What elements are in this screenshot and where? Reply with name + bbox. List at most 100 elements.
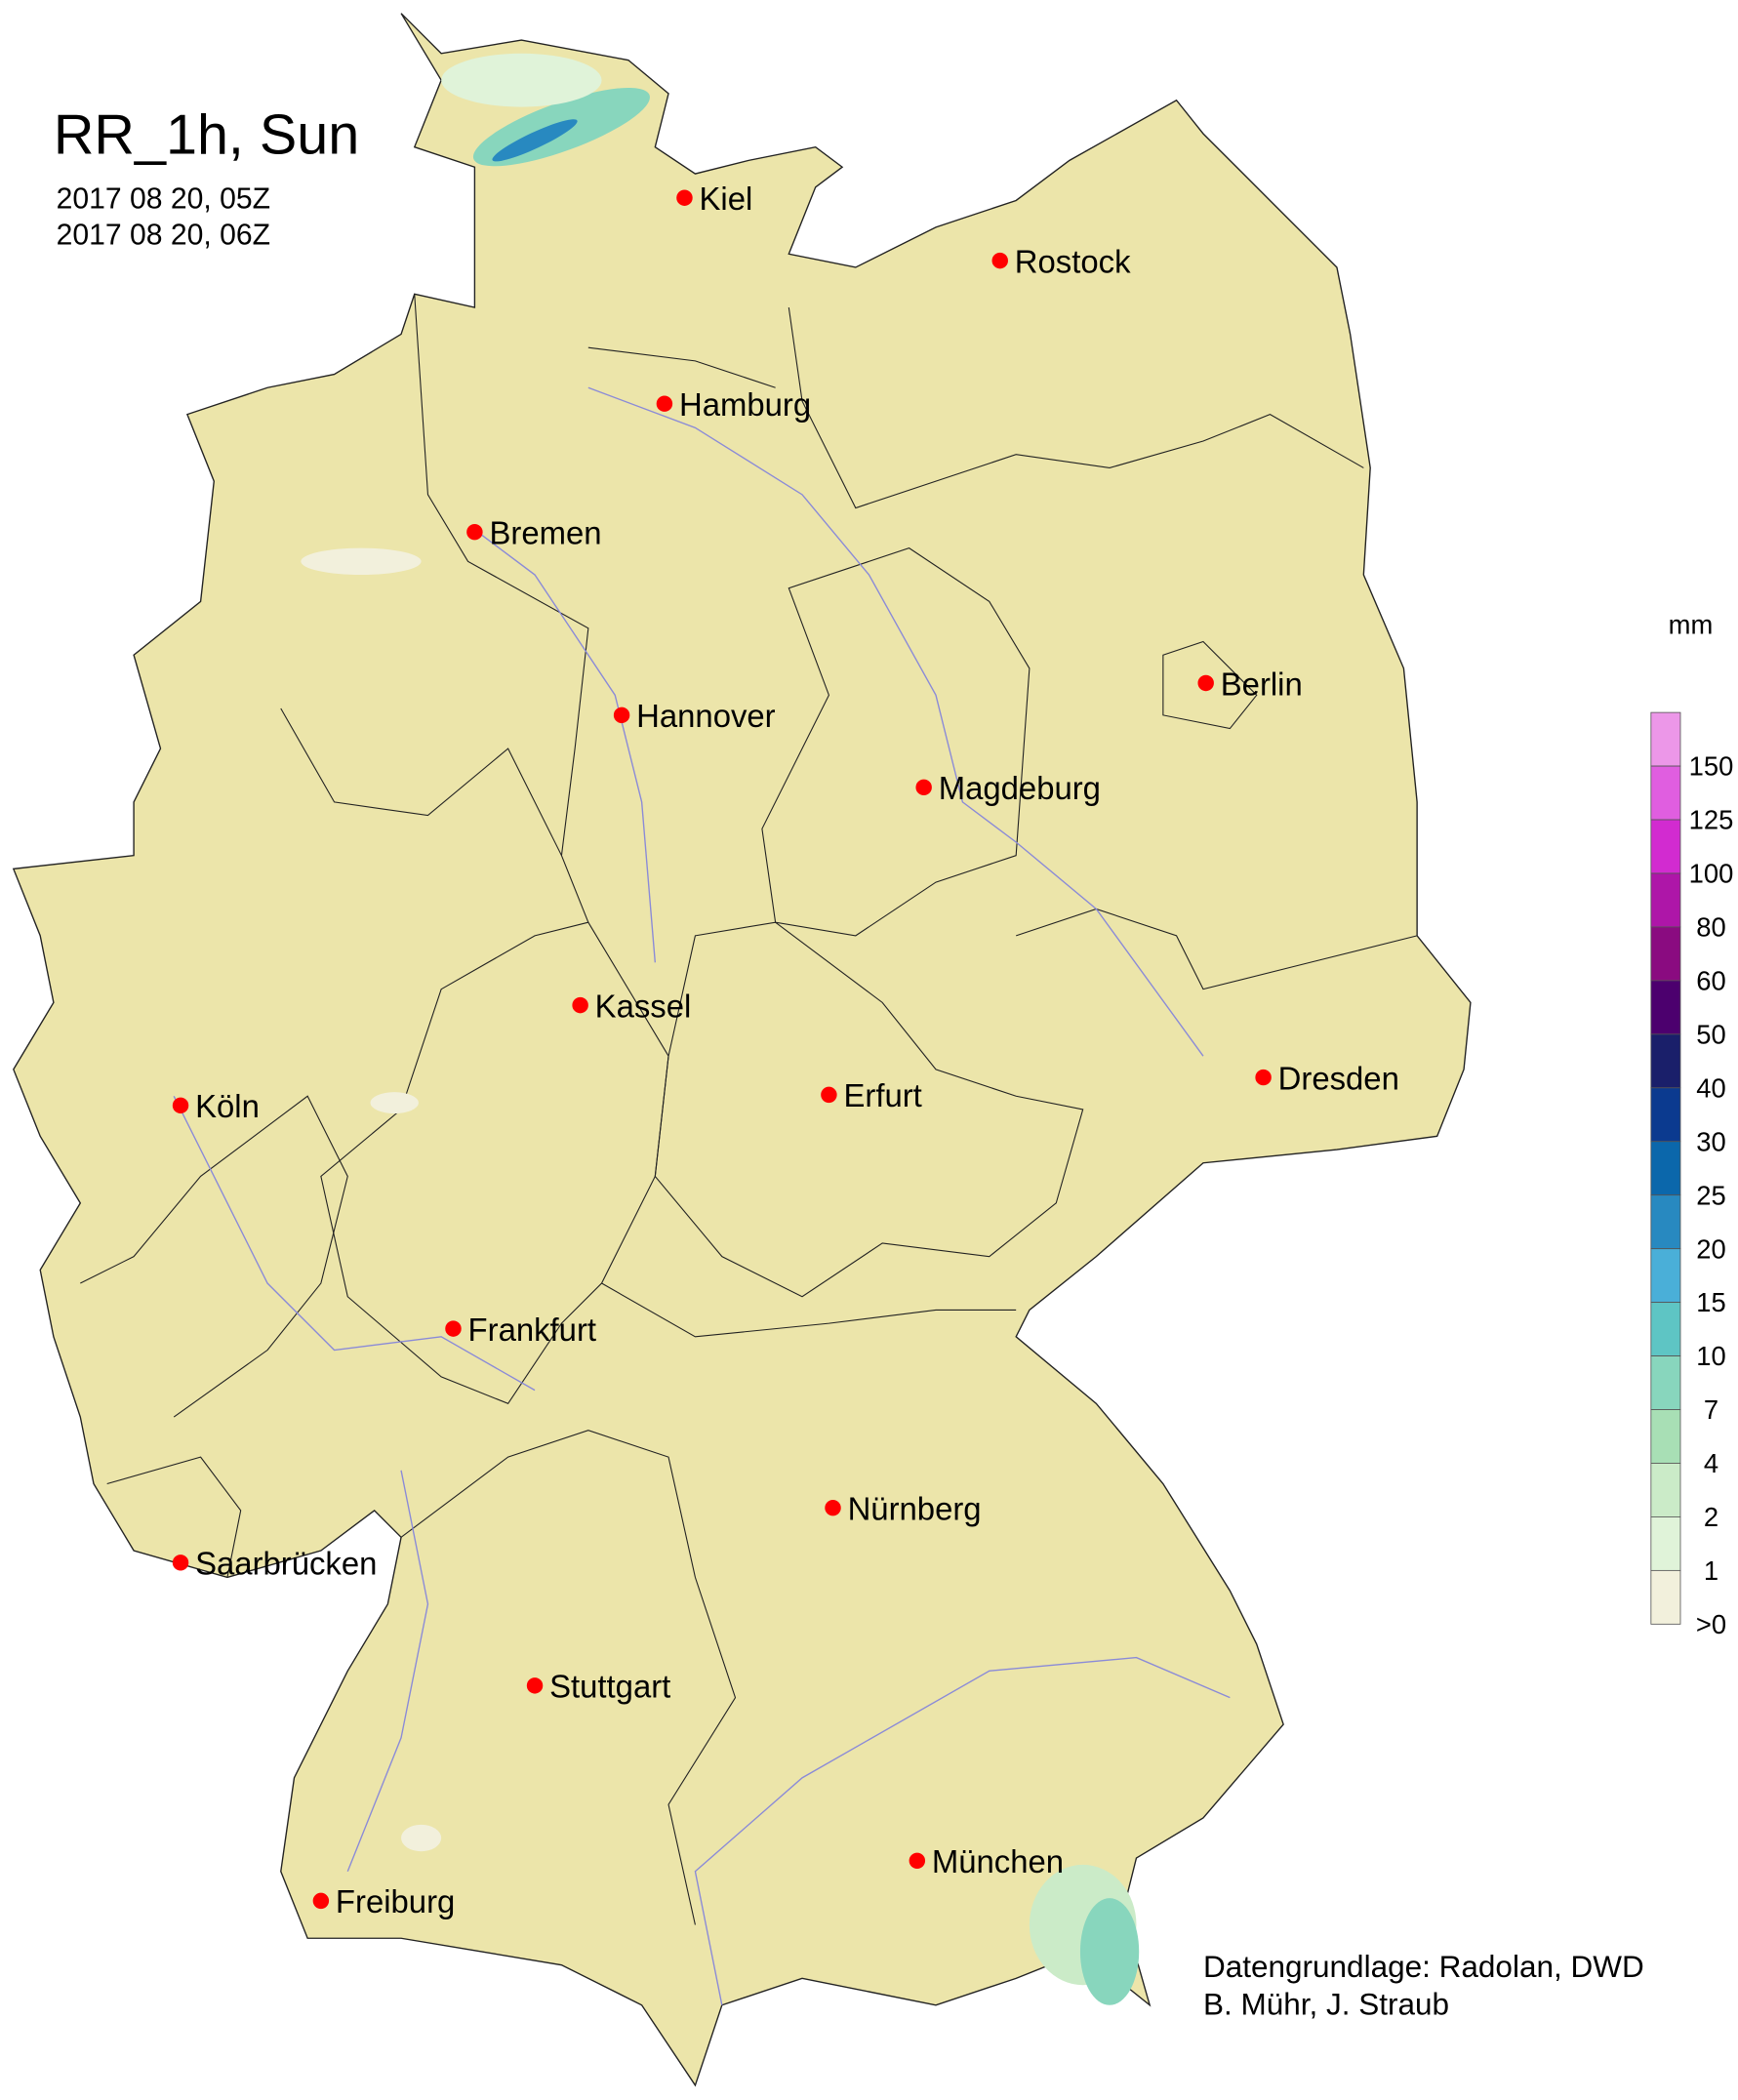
title-block: RR_1h, Sun 2017 08 20, 05Z 2017 08 20, 0… [54, 104, 359, 252]
city-label: Erfurt [843, 1077, 921, 1113]
legend-label: 1 [1704, 1555, 1718, 1586]
city-kiel: Kiel [676, 181, 752, 217]
start-time: 2017 08 20, 05Z [57, 183, 270, 216]
legend-swatch [1650, 765, 1681, 821]
city-marker [312, 1892, 330, 1910]
city-köln: Köln [172, 1088, 260, 1124]
city-label: Nürnberg [848, 1490, 982, 1526]
city-nürnberg: Nürnberg [825, 1490, 982, 1526]
legend-swatch [1650, 1194, 1681, 1250]
footer: Datengrundlage: Radolan, DWD B. Mühr, J.… [1203, 1949, 1644, 2021]
legend-swatch [1650, 1141, 1681, 1196]
city-marker [172, 1097, 189, 1114]
city-label: Magdeburg [939, 770, 1101, 806]
city-hannover: Hannover [613, 698, 776, 734]
city-marker [613, 707, 630, 724]
legend-swatch [1650, 872, 1681, 928]
germany-land [12, 13, 1472, 2087]
precipitation-areas [301, 53, 1140, 2005]
city-label: Stuttgart [549, 1669, 670, 1705]
city-erfurt: Erfurt [821, 1077, 922, 1113]
legend-unit: mm [1669, 609, 1714, 639]
legend-swatch [1650, 1087, 1681, 1143]
city-marker [821, 1086, 837, 1104]
legend-label: 25 [1696, 1180, 1725, 1210]
city-label: München [932, 1843, 1064, 1879]
city-label: Bremen [489, 515, 601, 551]
map-title: RR_1h, Sun [54, 104, 359, 167]
legend-label: 7 [1704, 1394, 1718, 1425]
city-marker [1197, 674, 1214, 692]
legend-swatch [1650, 1033, 1681, 1089]
city-magdeburg: Magdeburg [915, 770, 1101, 806]
legend-swatch [1650, 1463, 1681, 1517]
city-label: Frankfurt [468, 1312, 596, 1348]
city-marker [526, 1677, 544, 1694]
legend-label: >0 [1696, 1609, 1726, 1639]
city-bremen: Bremen [466, 515, 602, 551]
legend-swatch [1650, 711, 1681, 767]
city-marker [466, 523, 483, 541]
city-marker [676, 189, 693, 206]
color-legend: mm 150 125 100 80 60 50 40 30 25 20 15 10 7 4 2 1 >0 [1650, 609, 1734, 1639]
legend-swatch [1650, 980, 1681, 1035]
legend-label: 4 [1704, 1448, 1718, 1478]
city-marker [991, 252, 1008, 269]
legend-swatch [1650, 926, 1681, 982]
legend-label: 15 [1696, 1287, 1725, 1317]
germany-map: Kiel Rostock Hamburg Bremen Berlin Hannover Ma… [12, 13, 1472, 2087]
legend-label: 50 [1696, 1019, 1725, 1049]
city-label: Saarbrücken [195, 1546, 377, 1582]
legend-label: 20 [1696, 1233, 1725, 1264]
legend-swatch [1650, 1355, 1681, 1410]
city-label: Freiburg [336, 1883, 455, 1919]
city-label: Hamburg [679, 386, 811, 423]
city-label: Dresden [1278, 1060, 1399, 1096]
city-marker [825, 1499, 841, 1516]
legend-label: 150 [1689, 751, 1734, 782]
state-borders [80, 294, 1418, 1925]
city-label: Kiel [700, 181, 753, 217]
city-marker [1255, 1069, 1272, 1086]
city-marker [915, 779, 932, 796]
city-saarbrücken: Saarbrücken [172, 1546, 377, 1582]
legend-swatch [1650, 1302, 1681, 1356]
data-source: Datengrundlage: Radolan, DWD [1203, 1949, 1644, 1984]
city-label: Kassel [595, 988, 692, 1024]
city-berlin: Berlin [1197, 666, 1303, 702]
city-label: Berlin [1221, 666, 1303, 702]
city-freiburg: Freiburg [312, 1883, 455, 1919]
city-markers: Kiel Rostock Hamburg Bremen Berlin Hannover Ma… [172, 181, 1399, 1919]
city-kassel: Kassel [572, 988, 691, 1024]
legend-swatch [1650, 819, 1681, 874]
legend-label: 40 [1696, 1072, 1725, 1103]
legend-label: 60 [1696, 965, 1725, 995]
city-hamburg: Hamburg [656, 386, 811, 423]
legend-swatch [1650, 1569, 1681, 1625]
legend-label: 125 [1689, 805, 1734, 835]
city-stuttgart: Stuttgart [526, 1669, 670, 1705]
city-marker [445, 1320, 462, 1337]
legend-swatch [1650, 1248, 1681, 1304]
legend-label: 80 [1696, 912, 1725, 943]
city-frankfurt: Frankfurt [445, 1312, 596, 1348]
city-label: Rostock [1015, 243, 1131, 279]
legend-swatch [1650, 1516, 1681, 1571]
city-label: Hannover [636, 698, 776, 734]
city-marker [572, 996, 588, 1014]
city-rostock: Rostock [991, 243, 1131, 279]
city-münchen: München [909, 1843, 1064, 1879]
city-dresden: Dresden [1255, 1060, 1399, 1096]
legend-swatch [1650, 1409, 1681, 1464]
end-time: 2017 08 20, 06Z [57, 220, 270, 252]
rivers [173, 386, 1231, 2005]
legend-label: 10 [1696, 1341, 1725, 1371]
authors: B. Mühr, J. Straub [1203, 1986, 1449, 2021]
city-label: Köln [195, 1088, 260, 1124]
city-marker [172, 1555, 189, 1571]
legend-label: 30 [1696, 1126, 1725, 1156]
city-marker [656, 395, 673, 412]
city-marker [909, 1852, 926, 1870]
legend-label: 100 [1689, 859, 1734, 889]
